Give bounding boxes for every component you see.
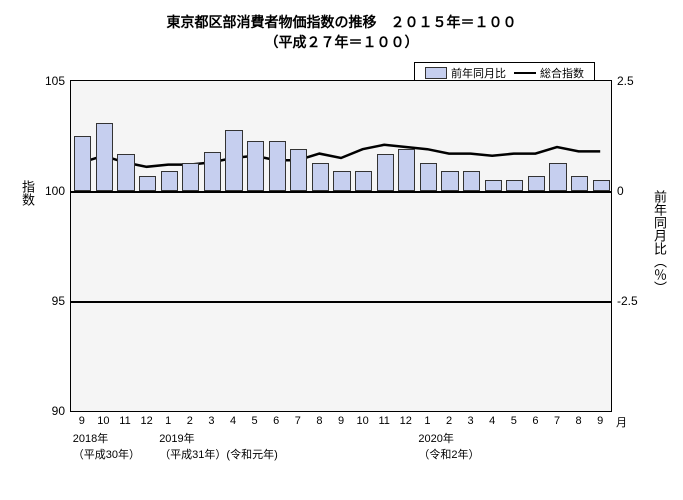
legend-swatch-bar	[425, 67, 447, 79]
legend-item-line: 総合指数	[514, 65, 584, 81]
bar	[463, 171, 480, 191]
x-era-label: （令和2年）	[418, 446, 479, 462]
x-tick: 10	[97, 411, 109, 427]
x-tick: 10	[356, 411, 368, 427]
x-tick: 8	[316, 411, 322, 427]
cpi-chart: 東京都区部消費者物価指数の推移 ２０１５年＝１００ （平成２７年＝１００） 指数…	[0, 0, 683, 500]
x-year-label: 2020年	[418, 430, 453, 446]
x-era-label: （平成31年）(令和元年)	[159, 446, 278, 462]
bar	[139, 176, 156, 191]
bar	[74, 136, 91, 191]
bar	[506, 180, 523, 191]
x-tick: 9	[338, 411, 344, 427]
x-tick: 6	[532, 411, 538, 427]
bar	[117, 154, 134, 191]
y-tick-left: 90	[52, 404, 71, 418]
bar	[377, 154, 394, 191]
x-tick: 11	[119, 411, 130, 427]
x-tick: 4	[230, 411, 236, 427]
legend-label-line: 総合指数	[540, 65, 584, 81]
y-tick-right: 0	[611, 184, 624, 198]
x-tick: 2	[446, 411, 452, 427]
bar	[204, 152, 221, 191]
x-tick: 12	[400, 411, 412, 427]
x-tick: 5	[252, 411, 258, 427]
x-tick: 6	[273, 411, 279, 427]
x-tick: 3	[468, 411, 474, 427]
line-series	[71, 81, 611, 411]
bar	[161, 171, 178, 191]
y-tick-left: 95	[52, 294, 71, 308]
x-tick: 9	[597, 411, 603, 427]
chart-title-1: 東京都区部消費者物価指数の推移 ２０１５年＝１００	[0, 12, 683, 32]
x-tick: 5	[511, 411, 517, 427]
x-tick: 1	[165, 411, 171, 427]
y-tick-right: 2.5	[611, 74, 634, 88]
bar	[96, 123, 113, 191]
bar	[355, 171, 372, 191]
x-tick: 7	[295, 411, 301, 427]
legend-swatch-line	[514, 72, 536, 74]
x-tick: 8	[576, 411, 582, 427]
bar	[549, 163, 566, 191]
chart-title-2: （平成２７年＝１００）	[0, 32, 683, 52]
bar	[420, 163, 437, 191]
bar	[312, 163, 329, 191]
gridline	[71, 301, 611, 303]
legend-item-bar: 前年同月比	[425, 65, 506, 81]
x-tick: 12	[140, 411, 152, 427]
x-tick: 1	[424, 411, 430, 427]
bar	[290, 149, 307, 191]
y-tick-right: -2.5	[611, 294, 638, 308]
bar	[441, 171, 458, 191]
x-tick: 2	[187, 411, 193, 427]
x-tick: 9	[79, 411, 85, 427]
bar	[528, 176, 545, 191]
y-tick-left: 105	[45, 74, 71, 88]
gridline	[71, 191, 611, 193]
bar	[485, 180, 502, 191]
bar	[269, 141, 286, 191]
line-path	[82, 145, 600, 167]
y-axis-right-label: 前年同月比（％）	[650, 190, 669, 294]
bar	[225, 130, 242, 191]
bar	[593, 180, 610, 191]
x-year-label: 2019年	[159, 430, 194, 446]
bar	[247, 141, 264, 191]
legend-label-bar: 前年同月比	[451, 65, 506, 81]
y-tick-left: 100	[45, 184, 71, 198]
x-month-suffix: 月	[616, 414, 627, 430]
x-year-label: 2018年	[73, 430, 108, 446]
x-tick: 3	[208, 411, 214, 427]
x-tick: 4	[489, 411, 495, 427]
x-era-label: （平成30年）	[73, 446, 140, 462]
y-axis-left-label: 指数	[18, 180, 37, 206]
x-tick: 11	[378, 411, 389, 427]
x-tick: 7	[554, 411, 560, 427]
bar	[182, 163, 199, 191]
bar	[398, 149, 415, 191]
bar	[333, 171, 350, 191]
plot-area: 9095100105-2.502.59101112123456789101112…	[70, 80, 612, 412]
bar	[571, 176, 588, 191]
